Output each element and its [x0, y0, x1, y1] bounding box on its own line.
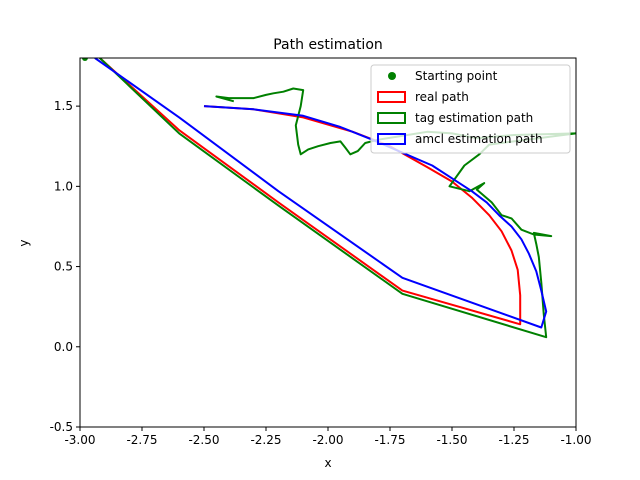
legend-label: amcl estimation path	[415, 132, 543, 146]
legend-marker-starting-point	[388, 72, 396, 80]
y-tick-label: 0.5	[54, 260, 73, 274]
legend: Starting point real path tag estimation pa…	[370, 64, 571, 154]
x-tick-label: -2.25	[250, 433, 281, 447]
y-tick-label: -0.5	[50, 420, 73, 434]
y-tick-label: 1.0	[54, 179, 73, 193]
legend-label: tag estimation path	[415, 111, 533, 125]
x-tick-label: -1.75	[374, 433, 405, 447]
x-tick-label: -2.00	[312, 433, 343, 447]
x-tick-label: -3.00	[64, 433, 95, 447]
starting-point-marker	[81, 58, 88, 61]
y-tick-label: 0.0	[54, 340, 73, 354]
y-axis-label: y	[17, 239, 31, 246]
y-tick-label: 1.5	[54, 99, 73, 113]
series-line-amcl-estimation-path	[94, 58, 548, 329]
x-tick-label: -1.25	[498, 433, 529, 447]
y-axis: -0.5 0.0 0.5 1.0 1.5	[50, 99, 80, 434]
legend-label: Starting point	[415, 69, 498, 83]
chart-title: Path estimation	[273, 37, 383, 53]
x-axis-label: x	[324, 456, 331, 470]
x-tick-label: -2.75	[126, 433, 157, 447]
legend-swatch-real-path	[377, 91, 406, 103]
x-tick-label: -1.50	[436, 433, 467, 447]
x-axis: -3.00 -2.75 -2.50 -2.25 -2.00 -1.75 -1.50 -1.25…	[64, 427, 592, 447]
x-tick-label: -2.50	[188, 433, 219, 447]
x-tick-label: -1.00	[560, 433, 591, 447]
legend-swatch-amcl-estimation-path	[377, 133, 406, 145]
legend-swatch-tag-estimation-path	[377, 112, 406, 124]
legend-box	[370, 64, 571, 154]
legend-label: real path	[415, 90, 469, 104]
